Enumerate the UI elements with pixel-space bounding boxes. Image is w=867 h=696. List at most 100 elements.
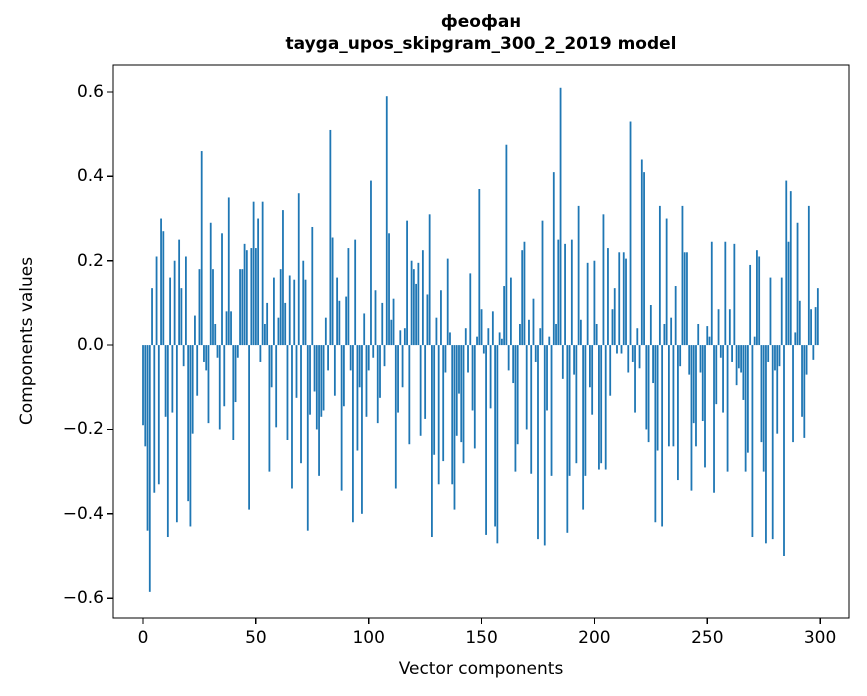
- vector-component-bar: [453, 345, 456, 510]
- vector-component-bar: [528, 319, 530, 346]
- x-tick-label-3: 150: [465, 628, 498, 648]
- vector-component-bar: [358, 345, 361, 388]
- vector-component-bar: [383, 345, 386, 367]
- vector-component-bar: [491, 311, 494, 346]
- vector-component-bar: [575, 345, 578, 464]
- vector-component-bar: [629, 121, 632, 346]
- vector-component-bar: [573, 345, 575, 375]
- vector-component-bar: [252, 201, 255, 346]
- vector-component-bar: [367, 345, 370, 371]
- y-axis-label: Components values: [17, 256, 37, 426]
- vector-component-bar: [259, 345, 262, 362]
- vector-component-bar: [478, 189, 481, 346]
- vector-component-bar: [494, 345, 497, 527]
- vector-component-bar: [460, 345, 463, 443]
- vector-component-bar: [814, 307, 817, 346]
- vector-component-bar: [239, 269, 241, 346]
- vector-component-bar: [446, 258, 449, 346]
- vector-component-bar: [169, 277, 171, 346]
- vector-component-bar: [539, 328, 542, 346]
- vector-component-bar: [322, 345, 325, 411]
- vector-component-bar: [568, 345, 571, 476]
- vector-component-bar: [701, 345, 704, 422]
- vector-component-bar: [688, 345, 691, 375]
- vector-component-bar: [595, 323, 598, 346]
- vector-component-bar: [473, 345, 476, 449]
- vector-component-bar: [464, 328, 467, 346]
- vector-component-bar: [686, 252, 688, 346]
- vector-component-bar: [512, 345, 515, 384]
- vector-component-bar: [758, 256, 761, 346]
- vector-component-bar: [767, 345, 770, 362]
- vector-component-bar: [640, 159, 643, 346]
- vector-component-bar: [631, 345, 634, 362]
- vector-component-bar: [692, 345, 695, 424]
- vector-component-bar: [636, 328, 639, 346]
- vector-component-bar: [579, 319, 582, 346]
- vector-component-bar: [297, 193, 300, 346]
- vector-component-bar: [218, 345, 221, 430]
- vector-component-bar: [683, 252, 686, 346]
- vector-component-bar: [634, 345, 636, 413]
- vector-component-bar: [489, 345, 492, 409]
- vector-component-bar: [690, 345, 693, 491]
- vector-component-bar: [733, 243, 736, 346]
- vector-component-bar: [435, 317, 438, 346]
- vector-component-bar: [485, 345, 487, 535]
- vector-component-bar: [602, 214, 605, 346]
- vector-component-bar: [643, 172, 645, 346]
- vector-component-bar: [282, 210, 284, 346]
- vector-component-bar: [618, 252, 621, 346]
- x-tick-label-4: 200: [578, 628, 611, 648]
- vector-component-bar: [805, 345, 808, 375]
- vector-component-bar: [760, 345, 763, 443]
- vector-component-bar: [591, 345, 594, 415]
- vector-component-bar: [250, 248, 253, 346]
- vector-component-bar: [670, 317, 673, 346]
- vector-component-bar: [372, 345, 375, 358]
- vector-component-bar: [467, 345, 469, 373]
- vector-component-bar: [604, 345, 607, 470]
- vector-component-bar: [458, 345, 460, 394]
- vector-component-bar: [333, 345, 336, 396]
- vector-component-bar: [437, 345, 440, 485]
- vector-component-bar: [275, 345, 278, 428]
- vector-component-bar: [440, 290, 442, 346]
- y-tick-label-6: −0.6: [62, 588, 104, 609]
- vector-component-bar: [667, 345, 670, 447]
- vector-component-bar: [412, 269, 415, 346]
- vector-component-bar: [327, 345, 329, 371]
- vector-component-bar: [331, 237, 334, 346]
- vector-component-bar: [561, 345, 564, 379]
- vector-component-bar: [257, 218, 260, 346]
- vector-component-bar: [566, 345, 569, 533]
- x-tick-label-1: 50: [245, 628, 267, 648]
- vector-component-bar: [753, 336, 756, 346]
- vector-component-bar: [586, 262, 589, 346]
- vector-component-bar: [627, 345, 630, 373]
- vector-component-bar: [794, 332, 797, 346]
- vector-component-bar: [503, 286, 506, 346]
- vector-component-bar: [722, 345, 724, 413]
- x-tick-label-5: 250: [691, 628, 724, 648]
- vector-component-bar: [397, 345, 399, 413]
- vector-component-bar: [234, 345, 237, 403]
- vector-component-bar: [613, 288, 616, 346]
- y-tick-label-2: 0.2: [76, 250, 104, 271]
- vector-component-bar: [277, 317, 280, 346]
- vector-component-bar: [710, 241, 713, 346]
- vector-component-bar: [230, 311, 232, 346]
- vector-component-bar: [302, 260, 305, 346]
- vector-component-bar: [557, 239, 560, 346]
- y-tick-label-1: 0.4: [76, 166, 104, 187]
- vector-component-bar: [658, 205, 661, 346]
- vector-component-bar: [638, 345, 641, 369]
- vector-component-bar: [771, 345, 774, 540]
- vector-component-bar: [221, 233, 223, 346]
- vector-component-bar: [482, 345, 485, 354]
- vector-component-bar: [180, 288, 183, 346]
- vector-component-bar: [318, 345, 320, 476]
- vector-component-bar: [196, 345, 199, 396]
- vector-component-bar: [584, 345, 587, 476]
